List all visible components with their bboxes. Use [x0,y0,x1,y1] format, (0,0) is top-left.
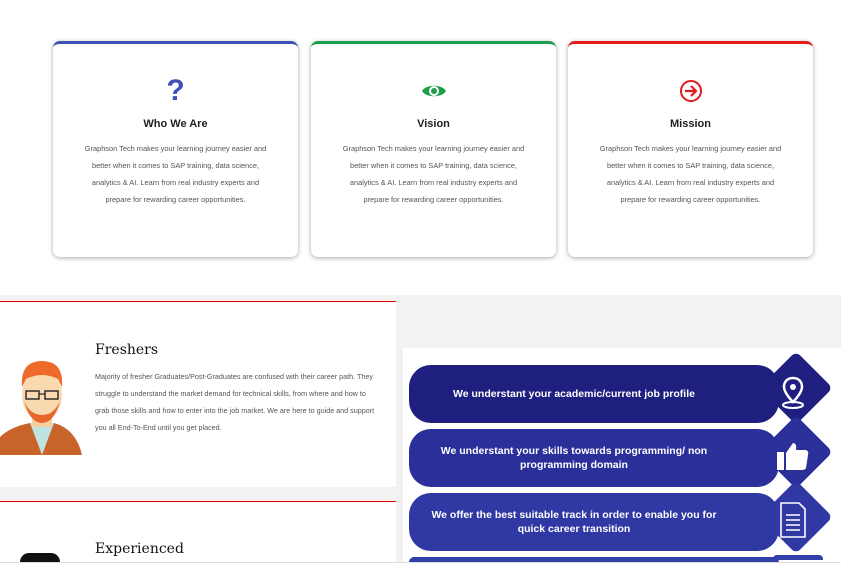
profile-title: Experienced [95,541,184,557]
bottom-bar [0,562,841,570]
question-icon: ? [166,74,185,107]
card-title: Vision [417,118,450,130]
card-vision: Vision Graphson Tech makes your learning… [311,41,556,257]
card-text: Graphson Tech makes your learning journe… [84,144,267,204]
arrow-circle-right-icon [568,76,813,106]
experienced-avatar [20,553,60,562]
step-4-arrow-tip [773,555,823,560]
step-3: We offer the best suitable track in orde… [409,493,779,551]
card-who-we-are: ? Who We Are Graphson Tech makes your le… [53,41,298,257]
location-pin-icon [775,373,811,413]
fresher-avatar [0,357,84,455]
step-text: We understant your academic/current job … [453,388,695,400]
step-1: We understant your academic/current job … [409,365,779,423]
panel-experienced: Experienced [0,501,396,562]
card-title: Who We Are [143,118,208,130]
step-2: We understant your skills towards progra… [409,429,779,487]
card-title: Mission [670,118,711,130]
step-text: We offer the best suitable track in orde… [431,509,717,535]
card-text: Graphson Tech makes your learning journe… [599,144,782,204]
step-4 [409,557,779,562]
process-infographic: We understant your academic/current job … [403,348,841,562]
profile-title: Freshers [95,342,159,358]
card-text: Graphson Tech makes your learning journe… [342,144,525,204]
card-mission: Mission Graphson Tech makes your learnin… [568,41,813,257]
eye-icon [311,76,556,106]
panel-freshers: Freshers Majority of fresher Graduates/P… [0,301,396,487]
thumbs-up-icon [775,436,811,476]
step-text: We understant your skills towards progra… [440,445,708,471]
document-icon [775,500,811,540]
profile-text: Majority of fresher Graduates/Post-Gradu… [95,372,375,432]
